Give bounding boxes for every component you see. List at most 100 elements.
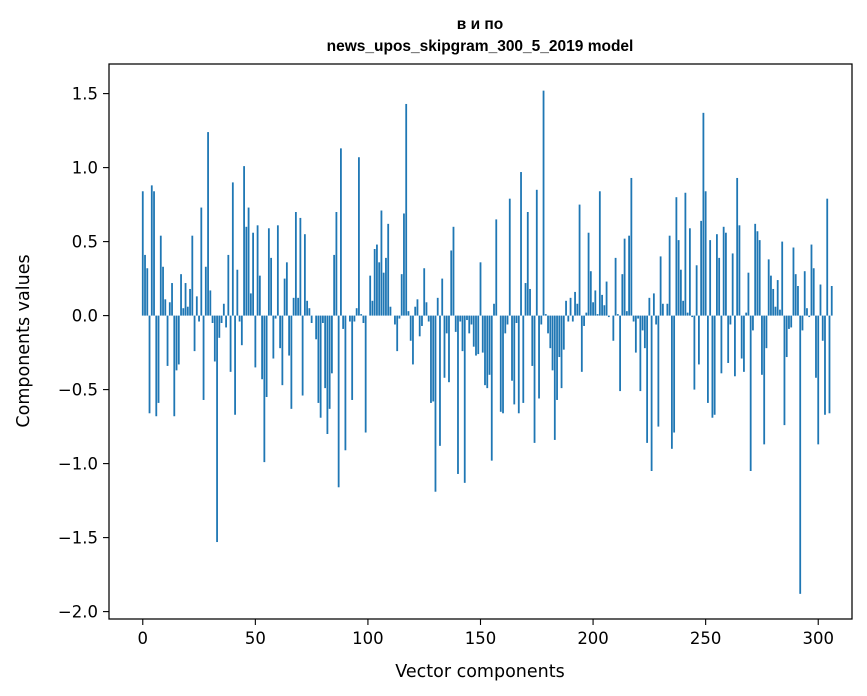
bar-27 — [202, 315, 205, 400]
bar-270 — [749, 315, 752, 471]
bar-250 — [704, 191, 707, 316]
bar-75 — [310, 315, 313, 323]
bar-177 — [540, 315, 543, 325]
bar-43 — [238, 315, 241, 322]
bar-157 — [495, 219, 498, 316]
bar-305 — [828, 315, 831, 414]
bar-12 — [168, 302, 171, 316]
bar-260 — [727, 315, 730, 363]
bar-304 — [826, 198, 829, 316]
bar-92 — [349, 315, 351, 322]
bar-299 — [815, 315, 817, 378]
bar-220 — [637, 315, 640, 319]
bar-78 — [317, 315, 320, 403]
bar-149 — [477, 315, 480, 355]
bar-87 — [337, 315, 340, 488]
bar-297 — [810, 244, 813, 316]
bar-162 — [506, 315, 509, 325]
bar-119 — [409, 315, 412, 341]
bar-300 — [817, 315, 820, 445]
bar-96 — [358, 157, 360, 316]
bar-248 — [700, 220, 703, 316]
bar-276 — [763, 315, 766, 445]
bar-150 — [479, 262, 482, 316]
bar-51 — [256, 225, 259, 316]
bar-230 — [659, 256, 662, 316]
bar-207 — [607, 315, 610, 318]
bar-269 — [747, 272, 750, 316]
bar-167 — [517, 315, 520, 414]
bar-61 — [279, 315, 282, 349]
bar-215 — [625, 311, 628, 316]
bar-275 — [761, 315, 763, 375]
bar-176 — [538, 315, 540, 399]
bar-10 — [164, 299, 167, 316]
bar-71 — [301, 315, 304, 396]
bar-0 — [141, 191, 144, 316]
bar-106 — [380, 210, 383, 316]
bar-133 — [441, 278, 444, 316]
bar-39 — [229, 315, 232, 372]
bar-228 — [655, 315, 658, 325]
bar-15 — [175, 315, 178, 371]
bar-301 — [819, 284, 822, 316]
bar-224 — [646, 315, 649, 443]
bar-62 — [281, 315, 284, 386]
bar-49 — [252, 232, 254, 316]
bar-5 — [153, 191, 155, 316]
bar-79 — [319, 315, 322, 418]
bar-67 — [292, 297, 295, 316]
bar-282 — [776, 280, 779, 316]
bar-54 — [263, 315, 266, 463]
bar-240 — [682, 300, 685, 316]
bar-113 — [396, 315, 399, 352]
bar-266 — [740, 315, 743, 359]
bar-192 — [574, 291, 576, 316]
y-axis-ticks: −2.0 −1.5 −1.0 −0.5 0.0 0.5 1.0 1.5 — [58, 85, 109, 622]
bar-145 — [468, 315, 471, 334]
bar-16 — [177, 315, 180, 365]
bar-48 — [249, 293, 252, 316]
bar-97 — [360, 314, 363, 316]
bar-114 — [398, 315, 401, 319]
bar-85 — [333, 254, 336, 316]
bar-271 — [752, 315, 754, 331]
bar-138 — [452, 226, 455, 316]
y-axis-label: Components values — [14, 254, 34, 427]
bar-102 — [371, 300, 374, 316]
bar-41 — [234, 315, 236, 415]
bar-229 — [657, 315, 660, 427]
bar-160 — [502, 315, 504, 414]
bar-93 — [351, 315, 354, 400]
bar-173 — [531, 315, 534, 366]
bar-112 — [394, 315, 396, 325]
bar-268 — [745, 312, 748, 316]
bar-217 — [630, 177, 633, 316]
bar-219 — [634, 315, 637, 353]
bar-292 — [799, 315, 802, 594]
bar-245 — [693, 315, 696, 390]
bar-153 — [486, 315, 489, 389]
bar-178 — [542, 90, 545, 316]
bar-120 — [412, 315, 414, 365]
bar-234 — [668, 235, 671, 316]
bar-89 — [342, 315, 345, 329]
bar-2 — [146, 268, 149, 316]
bar-196 — [583, 315, 585, 326]
bar-261 — [729, 315, 732, 325]
bar-143 — [463, 315, 466, 483]
bar-137 — [450, 250, 453, 316]
bar-221 — [639, 315, 642, 392]
bar-272 — [754, 223, 757, 316]
bar-288 — [790, 315, 793, 328]
bar-185 — [558, 315, 561, 358]
y-tick-label: 0.5 — [72, 233, 98, 252]
bar-139 — [454, 315, 457, 332]
bar-284 — [781, 241, 784, 316]
bar-190 — [569, 297, 572, 316]
bar-31 — [211, 315, 214, 323]
bar-164 — [511, 315, 513, 381]
bar-105 — [378, 262, 381, 316]
bar-283 — [779, 309, 781, 316]
